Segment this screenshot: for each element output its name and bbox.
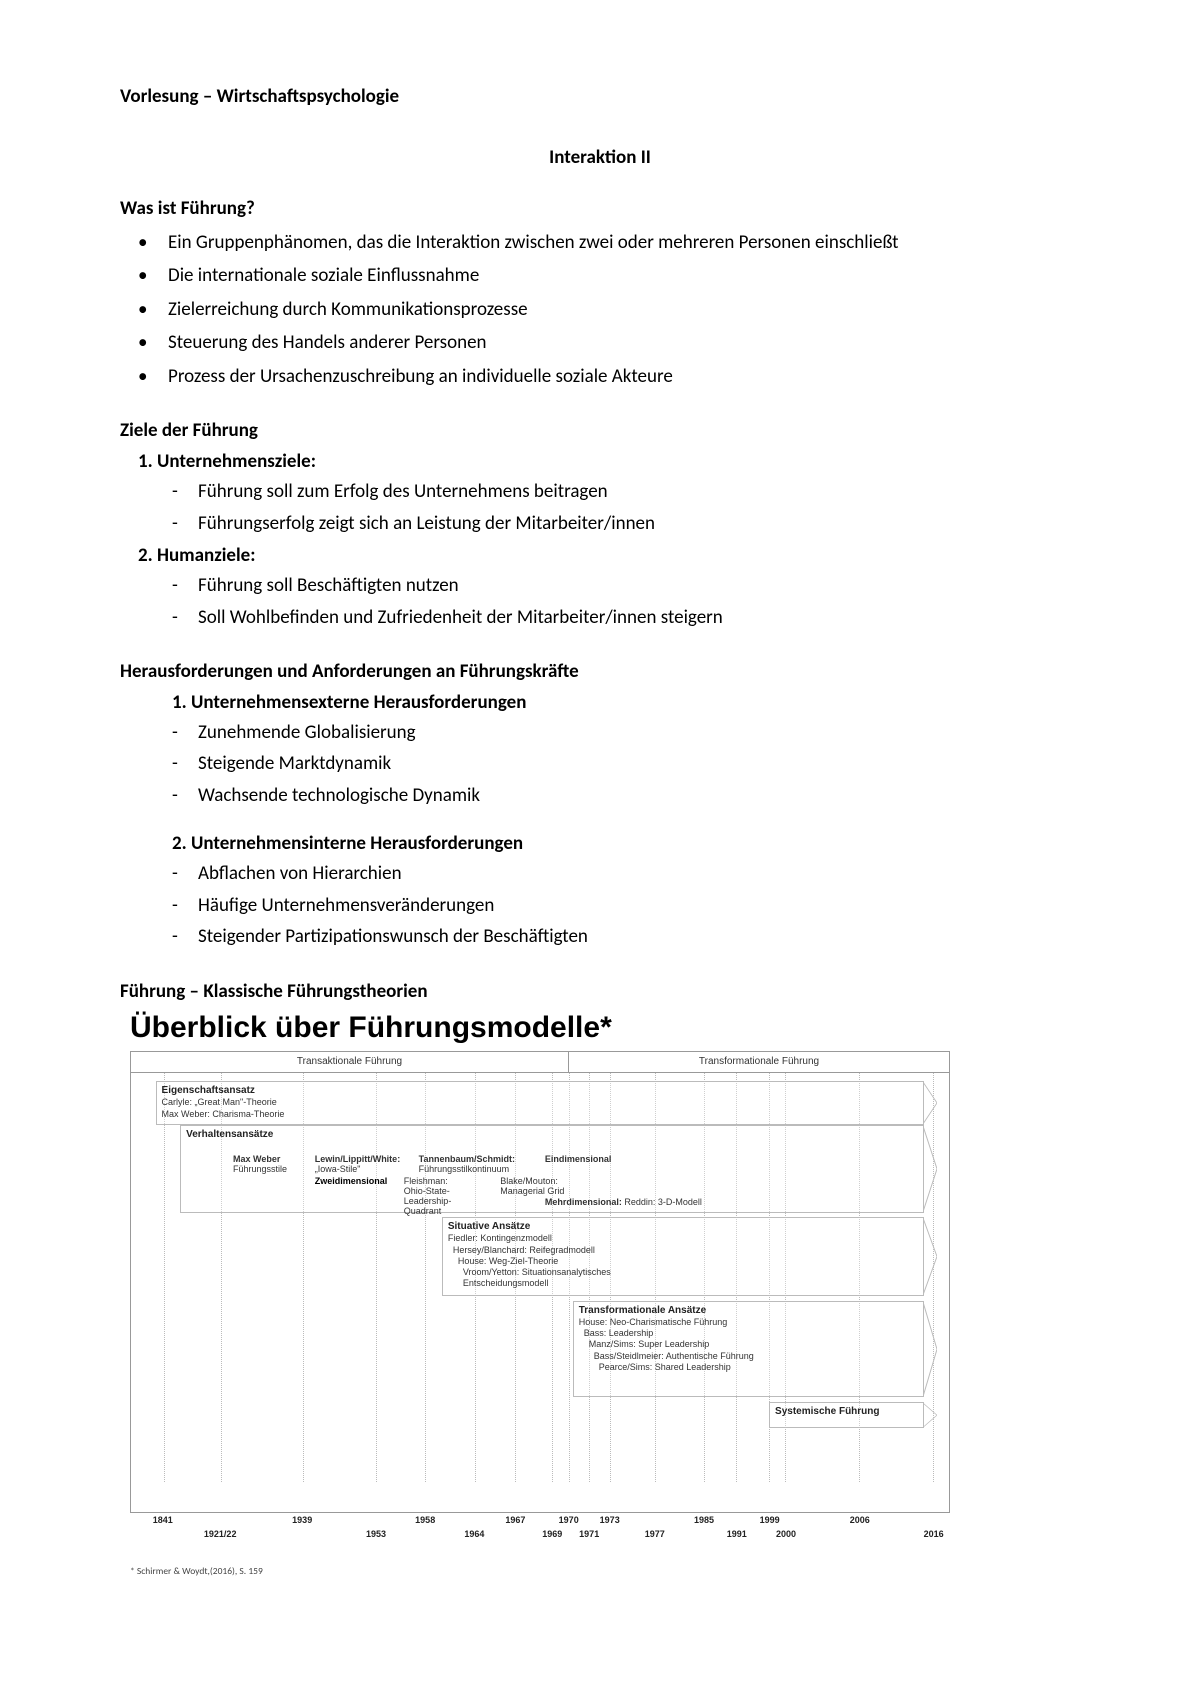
list-item: Führung soll zum Erfolg des Unternehmens… — [120, 477, 1080, 506]
chart-group-text: Carlyle: „Great Man"-Theorie Max Weber: … — [157, 1097, 924, 1123]
section-heading-4: Führung – Klassische Führungstheorien — [120, 980, 1080, 1003]
timeline: 18411921/2219391953195819641967196919701… — [130, 1515, 950, 1553]
chart-group-label: Transformationale Ansätze — [574, 1302, 924, 1317]
timeline-year: 1958 — [415, 1515, 435, 1525]
section-heading-1: Was ist Führung? — [120, 197, 1080, 220]
timeline-gridline — [164, 1073, 165, 1482]
numbered-heading: 1. Unternehmensziele: — [120, 450, 1080, 473]
section-heading-3: Herausforderungen und Anforderungen an F… — [120, 660, 1080, 683]
chart-group-label: Systemische Führung — [770, 1403, 923, 1418]
chart-group-label: Verhaltensansätze — [181, 1126, 923, 1141]
chart-sublabel: Zweidimensional — [315, 1176, 388, 1186]
chart-area: Überblick über Führungsmodelle* Transakt… — [120, 1011, 1080, 1577]
chart-column: Blake/Mouton:Managerial Grid — [500, 1176, 611, 1196]
dash-list: Führung soll zum Erfolg des Unternehmens… — [120, 477, 1080, 538]
chart-group-box: Transformationale AnsätzeHouse: Neo-Char… — [573, 1301, 925, 1398]
page-header: Vorlesung – Wirtschaftspsychologie — [120, 85, 1080, 108]
dash-list: Zunehmende Globalisierung Steigende Mark… — [120, 718, 1080, 810]
arrow-right-icon — [923, 1082, 937, 1124]
list-item: Die internationale soziale Einflussnahme — [120, 261, 1080, 290]
bullet-list-1: Ein Gruppenphänomen, das die Interaktion… — [120, 228, 1080, 391]
chart-column: Lewin/Lippitt/White:„Iowa-Stile" — [315, 1154, 419, 1174]
chart-footnote: * Schirmer & Woydt,(2016), S. 159 — [120, 1565, 1080, 1577]
list-item: Zielerreichung durch Kommunikationsproze… — [120, 295, 1080, 324]
chart-top-header: Transaktionale Führung Transformationale… — [130, 1051, 950, 1073]
timeline-year: 1967 — [505, 1515, 525, 1525]
timeline-year: 1970 — [559, 1515, 579, 1525]
chart-group-box: EigenschaftsansatzCarlyle: „Great Man"-T… — [156, 1081, 925, 1125]
list-item: Soll Wohlbefinden und Zufriedenheit der … — [120, 603, 1080, 632]
list-item: Ein Gruppenphänomen, das die Interaktion… — [120, 228, 1080, 257]
list-item: Wachsende technologische Dynamik — [120, 781, 1080, 810]
chart-group-box: Situative AnsätzeFiedler: Kontingenzmode… — [442, 1217, 925, 1296]
numbered-heading: 2. Humanziele: — [120, 544, 1080, 567]
arrow-right-icon — [923, 1302, 937, 1397]
timeline-year: 2016 — [924, 1529, 944, 1539]
numbered-heading: 2. Unternehmensinterne Herausforderungen — [120, 832, 1080, 855]
timeline-year: 1969 — [542, 1529, 562, 1539]
timeline-year: 1999 — [760, 1515, 780, 1525]
numbered-heading: 1. Unternehmensexterne Herausforderungen — [120, 691, 1080, 714]
section-heading-2: Ziele der Führung — [120, 419, 1080, 442]
list-item: Steigende Marktdynamik — [120, 749, 1080, 778]
timeline-year: 1971 — [579, 1529, 599, 1539]
dash-list: Abflachen von Hierarchien Häufige Untern… — [120, 859, 1080, 951]
chart-title: Überblick über Führungsmodelle* — [120, 1011, 1080, 1045]
chart-column: Fleishman:Ohio-State- Leadership- Quadra… — [404, 1176, 493, 1216]
arrow-right-icon — [923, 1403, 937, 1427]
chart-group-text: Fiedler: Kontingenzmodell Hersey/Blancha… — [443, 1233, 924, 1292]
chart-group-label: Situative Ansätze — [443, 1218, 924, 1233]
chart-group-label: Eigenschaftsansatz — [157, 1082, 924, 1097]
timeline-year: 2000 — [776, 1529, 796, 1539]
timeline-year: 2006 — [850, 1515, 870, 1525]
list-item: Zunehmende Globalisierung — [120, 718, 1080, 747]
timeline-year: 1841 — [153, 1515, 173, 1525]
timeline-year: 1985 — [694, 1515, 714, 1525]
chart-group-box: Verhaltensansätze Max WeberFührungsstileL… — [180, 1125, 924, 1213]
chart-sublabel: Mehrdimensional: Reddin: 3-D-Modell — [545, 1197, 702, 1207]
timeline-year: 1921/22 — [204, 1529, 237, 1539]
timeline-year: 1964 — [464, 1529, 484, 1539]
list-item: Häufige Unternehmensveränderungen — [120, 891, 1080, 920]
list-item: Abflachen von Hierarchien — [120, 859, 1080, 888]
chart-header-left: Transaktionale Führung — [131, 1052, 569, 1072]
timeline-year: 1977 — [645, 1529, 665, 1539]
chart-column: Max WeberFührungsstile — [233, 1154, 315, 1174]
dash-list: Führung soll Beschäftigten nutzen Soll W… — [120, 571, 1080, 632]
arrow-right-icon — [923, 1126, 937, 1212]
list-item: Steuerung des Handels anderer Personen — [120, 328, 1080, 357]
list-item: Steigender Partizipationswunsch der Besc… — [120, 922, 1080, 951]
chart-container: Transaktionale Führung Transformationale… — [130, 1051, 950, 1561]
chart-header-right: Transformationale Führung — [569, 1052, 949, 1072]
chart-column: Tannenbaum/Schmidt:Führungsstilkontinuum — [419, 1154, 545, 1174]
list-item: Führung soll Beschäftigten nutzen — [120, 571, 1080, 600]
list-item: Prozess der Ursachenzuschreibung an indi… — [120, 362, 1080, 391]
chart-group-box: Systemische Führung — [769, 1402, 924, 1428]
chart-column: Eindimensional — [545, 1154, 642, 1164]
timeline-year: 1973 — [600, 1515, 620, 1525]
arrow-right-icon — [923, 1218, 937, 1295]
chart-body: EigenschaftsansatzCarlyle: „Great Man"-T… — [130, 1073, 950, 1513]
list-item: Führungserfolg zeigt sich an Leistung de… — [120, 509, 1080, 538]
timeline-year: 1991 — [727, 1529, 747, 1539]
main-title: Interaktion II — [120, 146, 1080, 169]
chart-group-text: House: Neo-Charismatische Führung Bass: … — [574, 1317, 924, 1376]
timeline-year: 1939 — [292, 1515, 312, 1525]
timeline-year: 1953 — [366, 1529, 386, 1539]
